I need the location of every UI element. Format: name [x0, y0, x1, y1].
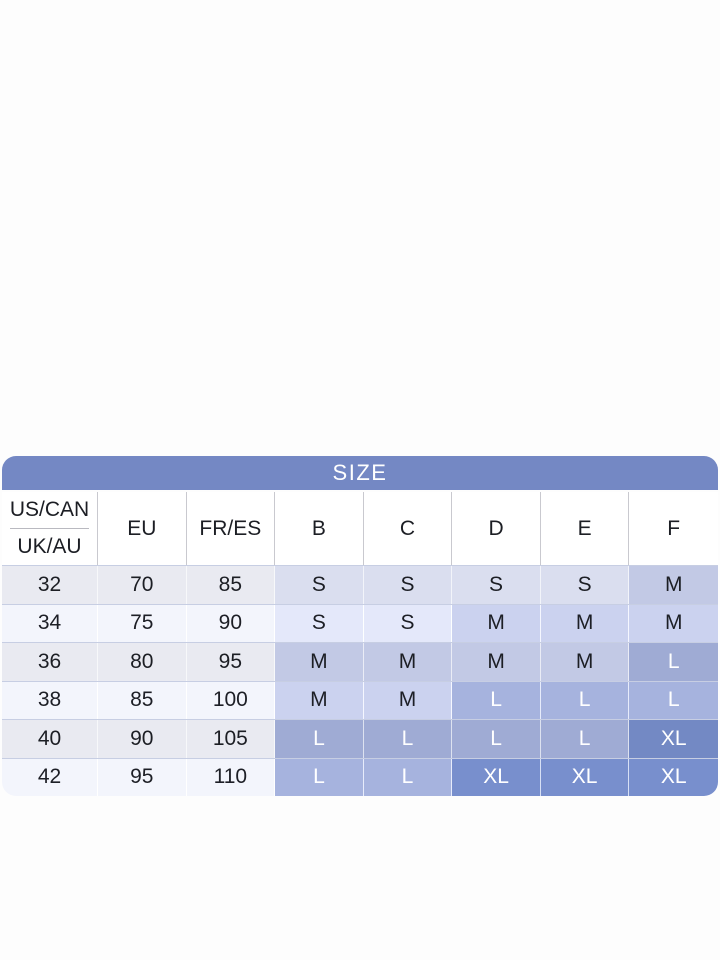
eu-size-cell: 75	[98, 604, 187, 642]
cup-size-cell: XL	[629, 720, 718, 758]
cup-size-cell: M	[452, 604, 541, 642]
fr-es-size-cell: 100	[186, 681, 276, 719]
cup-size-cell: XL	[540, 758, 630, 796]
band-size-cell: 32	[2, 566, 98, 604]
eu-size-cell: 80	[98, 643, 187, 681]
cup-size-cell: S	[452, 566, 541, 604]
column-header-c: C	[364, 492, 453, 565]
cup-size-cell: L	[540, 720, 630, 758]
region-header-uk-au: UK/AU	[17, 535, 82, 558]
cup-size-cell: L	[275, 758, 364, 796]
cup-size-cell: XL	[629, 758, 718, 796]
eu-size-cell: 90	[98, 720, 187, 758]
table-row: 34 75 90 S S M M M	[2, 603, 718, 642]
column-header-fr-es: FR/ES	[187, 492, 276, 565]
cup-size-cell: M	[629, 604, 718, 642]
cup-size-cell: M	[363, 681, 453, 719]
fr-es-size-cell: 85	[186, 566, 276, 604]
cup-size-cell: L	[629, 681, 718, 719]
cup-size-cell: M	[275, 643, 364, 681]
cup-size-cell: L	[452, 720, 541, 758]
fr-es-size-cell: 110	[186, 758, 276, 796]
band-size-cell: 40	[2, 720, 98, 758]
region-header-us-can: US/CAN	[9, 492, 90, 529]
cup-size-cell: L	[452, 681, 541, 719]
cup-size-cell: S	[275, 566, 364, 604]
cup-size-cell: L	[363, 720, 453, 758]
column-header-b: B	[275, 492, 364, 565]
cup-size-cell: L	[363, 758, 453, 796]
column-header-eu: EU	[98, 492, 187, 565]
size-chart-table: SIZE US/CAN UK/AU EU FR/ES B C D E F 32 70 85 S S S…	[2, 456, 718, 796]
band-size-cell: 36	[2, 643, 98, 681]
cup-size-cell: L	[275, 720, 364, 758]
cup-size-cell: S	[363, 566, 453, 604]
table-row: 38 85 100 M M L L L	[2, 680, 718, 719]
table-title: SIZE	[332, 460, 388, 485]
cup-size-cell: M	[275, 681, 364, 719]
column-header-e: E	[541, 492, 630, 565]
cup-size-cell: L	[540, 681, 630, 719]
table-header-row: US/CAN UK/AU EU FR/ES B C D E F	[2, 492, 718, 565]
region-header-cell: US/CAN UK/AU	[2, 492, 98, 565]
table-body: 32 70 85 S S S S M 34 75 90 S S M M M 36 80 95 M M M M L 38 85 100…	[2, 565, 718, 796]
eu-size-cell: 70	[98, 566, 187, 604]
cup-size-cell: M	[452, 643, 541, 681]
fr-es-size-cell: 90	[186, 604, 276, 642]
fr-es-size-cell: 105	[186, 720, 276, 758]
cup-size-cell: M	[363, 643, 453, 681]
fr-es-size-cell: 95	[186, 643, 276, 681]
cup-size-cell: S	[363, 604, 453, 642]
cup-size-cell: M	[540, 643, 630, 681]
table-title-bar: SIZE	[2, 456, 718, 492]
cup-size-cell: L	[629, 643, 718, 681]
cup-size-cell: M	[629, 566, 718, 604]
column-header-f: F	[667, 516, 681, 540]
table-row: 32 70 85 S S S S M	[2, 565, 718, 604]
band-size-cell: 38	[2, 681, 98, 719]
table-row: 40 90 105 L L L L XL	[2, 719, 718, 758]
band-size-cell: 42	[2, 758, 98, 796]
cup-size-cell: XL	[452, 758, 541, 796]
cup-size-cell: S	[275, 604, 364, 642]
eu-size-cell: 85	[98, 681, 187, 719]
cup-size-cell: M	[540, 604, 630, 642]
cup-size-cell: S	[540, 566, 630, 604]
band-size-cell: 34	[2, 604, 98, 642]
table-row: 36 80 95 M M M M L	[2, 642, 718, 681]
eu-size-cell: 95	[98, 758, 187, 796]
column-header-d: D	[452, 492, 541, 565]
table-row: 42 95 110 L L XL XL XL	[2, 757, 718, 796]
